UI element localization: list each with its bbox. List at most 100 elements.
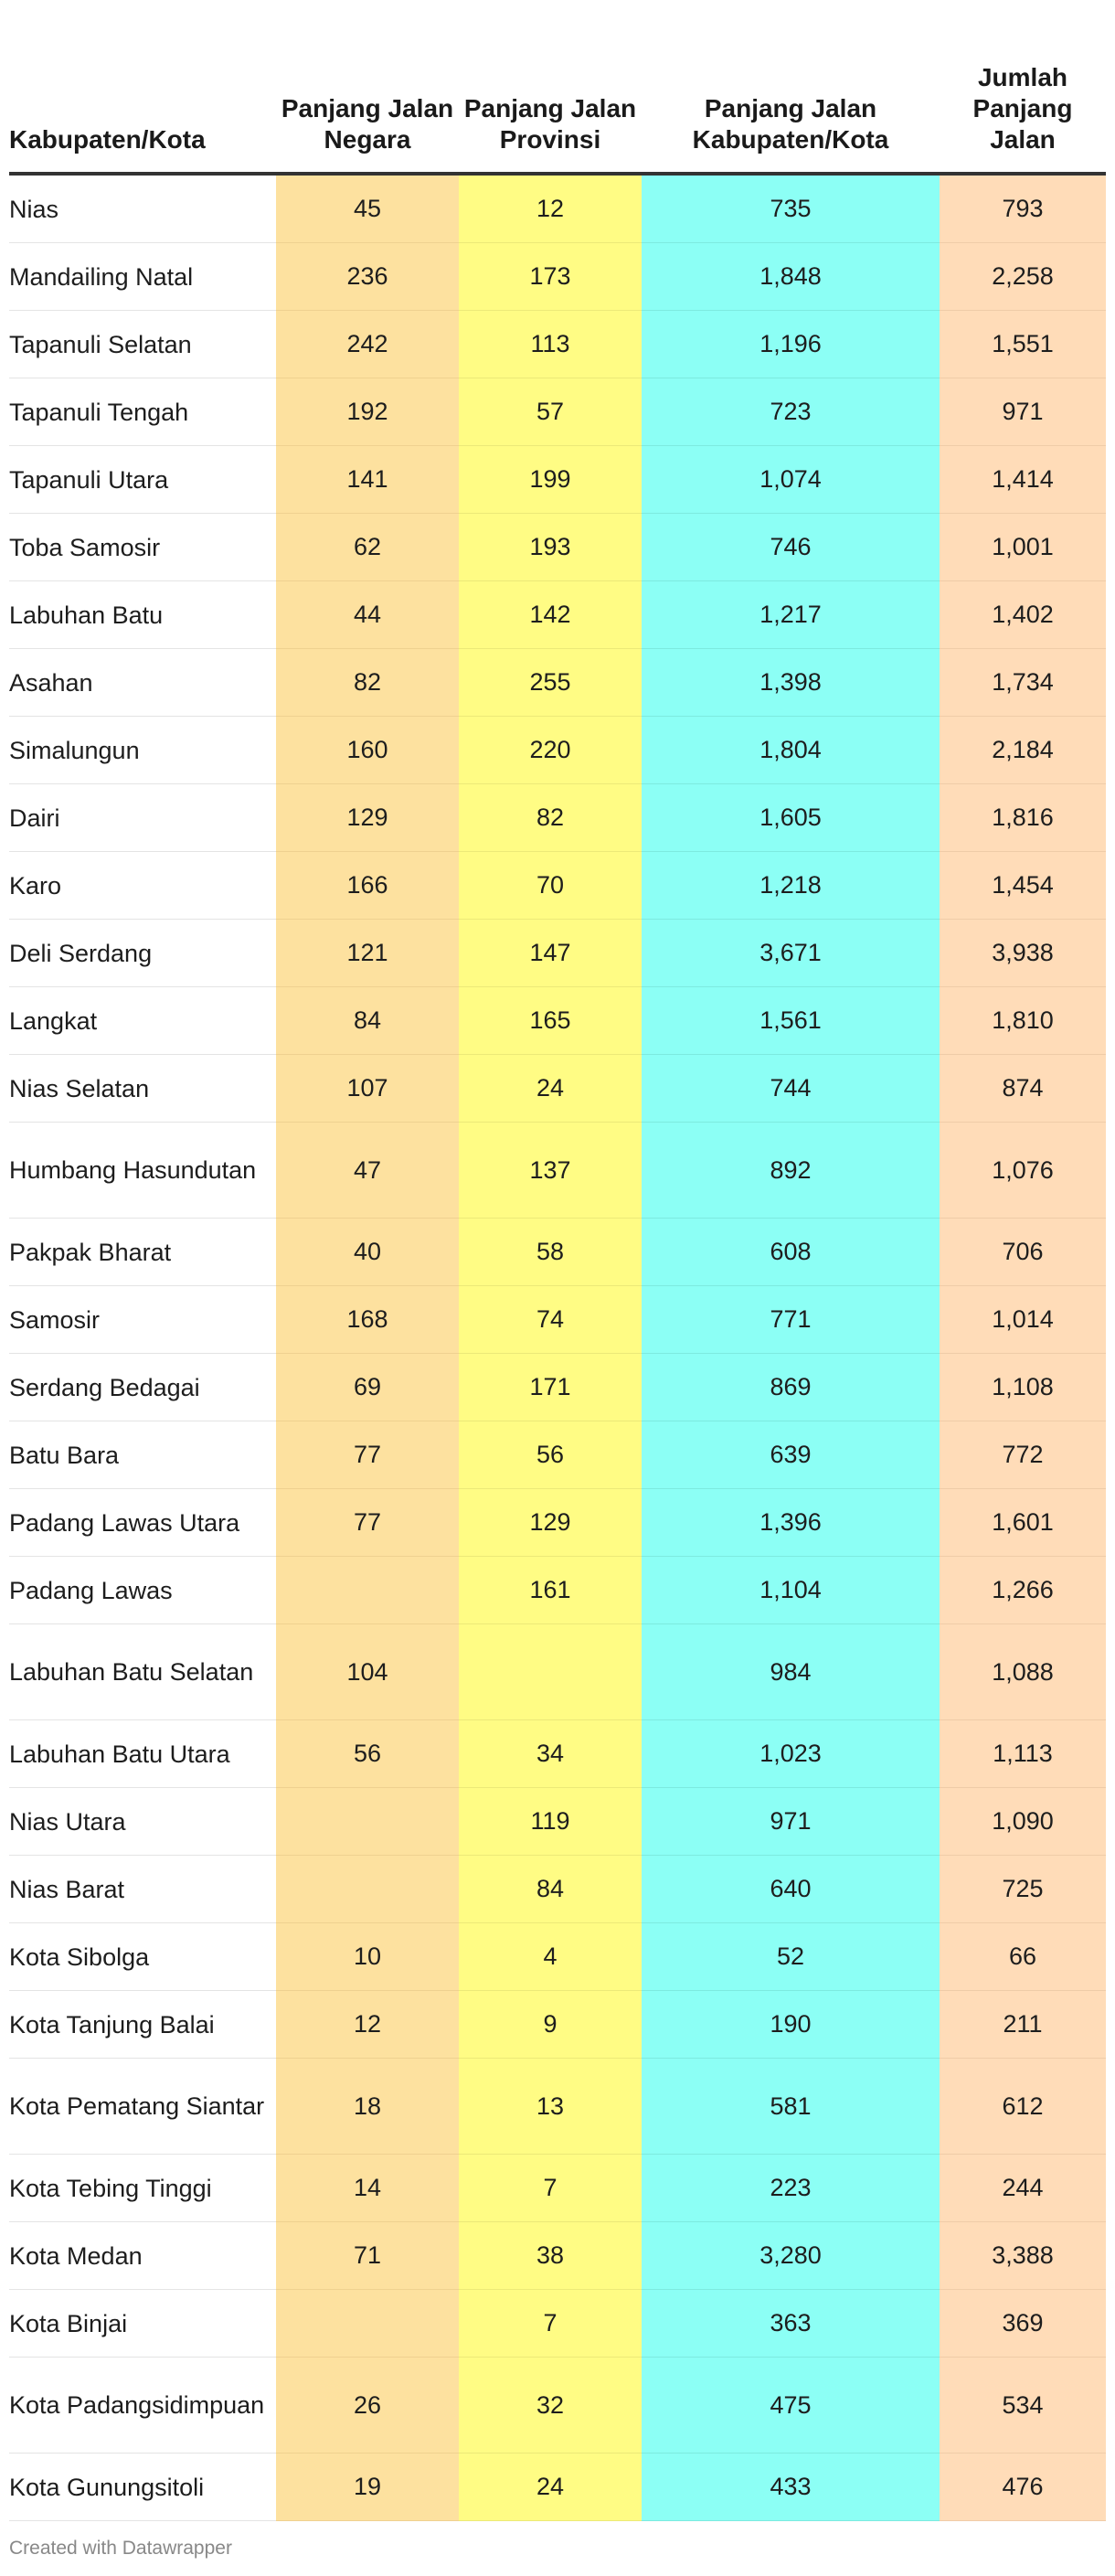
cell-jumlah: 1,810 — [940, 986, 1106, 1055]
cell-jalan-kabupaten-kota: 433 — [642, 2453, 940, 2521]
header-jalan-kabupaten-kota[interactable]: Panjang Jalan Kabupaten/Kota — [642, 29, 940, 176]
cell-jumlah: 1,113 — [940, 1719, 1106, 1788]
cell-jalan-kabupaten-kota: 52 — [642, 1922, 940, 1991]
header-row: Kabupaten/Kota Panjang Jalan Negara Panj… — [9, 29, 1106, 176]
table-row: Padang Lawas Utara 77 129 1,396 1,601 — [9, 1488, 1106, 1557]
cell-jalan-negara: 77 — [276, 1421, 459, 1489]
cell-jalan-negara: 26 — [276, 2357, 459, 2454]
cell-jumlah: 1,014 — [940, 1285, 1106, 1354]
cell-jalan-negara: 236 — [276, 242, 459, 311]
cell-jalan-kabupaten-kota: 735 — [642, 174, 940, 243]
cell-jalan-provinsi: 173 — [459, 242, 642, 311]
table-row: Kota Sibolga 10 4 52 66 — [9, 1922, 1106, 1991]
header-kabupaten-kota[interactable]: Kabupaten/Kota — [9, 29, 276, 176]
cell-jalan-kabupaten-kota: 640 — [642, 1855, 940, 1923]
row-name: Kota Padangsidimpuan — [9, 2357, 276, 2454]
cell-jalan-provinsi: 24 — [459, 2453, 642, 2521]
cell-jumlah: 476 — [940, 2453, 1106, 2521]
cell-jalan-provinsi: 7 — [459, 2289, 642, 2358]
cell-jalan-kabupaten-kota: 190 — [642, 1990, 940, 2059]
cell-jumlah: 2,258 — [940, 242, 1106, 311]
cell-jalan-negara: 45 — [276, 174, 459, 243]
table-row: Nias 45 12 735 793 — [9, 174, 1106, 243]
table-row: Labuhan Batu 44 142 1,217 1,402 — [9, 580, 1106, 649]
row-name: Nias Barat — [9, 1855, 276, 1923]
table-row: Dairi 129 82 1,605 1,816 — [9, 783, 1106, 852]
cell-jalan-kabupaten-kota: 1,104 — [642, 1556, 940, 1624]
row-name: Simalungun — [9, 716, 276, 784]
cell-jalan-kabupaten-kota: 1,196 — [642, 310, 940, 378]
cell-jumlah: 1,551 — [940, 310, 1106, 378]
cell-jumlah: 874 — [940, 1054, 1106, 1123]
cell-jumlah: 2,184 — [940, 716, 1106, 784]
row-name: Padang Lawas — [9, 1556, 276, 1624]
cell-jalan-provinsi: 7 — [459, 2154, 642, 2222]
cell-jalan-provinsi: 147 — [459, 919, 642, 987]
cell-jalan-kabupaten-kota: 892 — [642, 1122, 940, 1219]
cell-jalan-negara: 121 — [276, 919, 459, 987]
cell-jumlah: 534 — [940, 2357, 1106, 2454]
table-row: Asahan 82 255 1,398 1,734 — [9, 648, 1106, 717]
cell-jalan-kabupaten-kota: 1,396 — [642, 1488, 940, 1557]
cell-jalan-provinsi: 4 — [459, 1922, 642, 1991]
cell-jalan-provinsi: 113 — [459, 310, 642, 378]
header-jalan-provinsi[interactable]: Panjang Jalan Provinsi — [459, 29, 642, 176]
cell-jumlah: 1,734 — [940, 648, 1106, 717]
cell-jalan-kabupaten-kota: 475 — [642, 2357, 940, 2454]
cell-jumlah: 1,402 — [940, 580, 1106, 649]
cell-jalan-provinsi: 82 — [459, 783, 642, 852]
cell-jalan-negara: 12 — [276, 1990, 459, 2059]
table-row: Tapanuli Tengah 192 57 723 971 — [9, 378, 1106, 446]
row-name: Kota Tanjung Balai — [9, 1990, 276, 2059]
table-row: Kota Padangsidimpuan 26 32 475 534 — [9, 2357, 1106, 2454]
row-name: Labuhan Batu Utara — [9, 1719, 276, 1788]
cell-jumlah: 725 — [940, 1855, 1106, 1923]
table-row: Humbang Hasundutan 47 137 892 1,076 — [9, 1122, 1106, 1219]
cell-jumlah: 971 — [940, 378, 1106, 446]
header-jumlah-panjang-jalan[interactable]: Jumlah Panjang Jalan — [940, 29, 1106, 176]
cell-jalan-kabupaten-kota: 984 — [642, 1623, 940, 1720]
cell-jalan-provinsi: 24 — [459, 1054, 642, 1123]
cell-jumlah: 1,076 — [940, 1122, 1106, 1219]
cell-jalan-kabupaten-kota: 581 — [642, 2058, 940, 2155]
cell-jalan-kabupaten-kota: 639 — [642, 1421, 940, 1489]
table-row: Kota Medan 71 38 3,280 3,388 — [9, 2221, 1106, 2290]
cell-jumlah: 211 — [940, 1990, 1106, 2059]
cell-jumlah: 1,414 — [940, 445, 1106, 514]
cell-jalan-provinsi: 171 — [459, 1353, 642, 1421]
cell-jalan-negara — [276, 1855, 459, 1923]
row-name: Nias — [9, 174, 276, 243]
table-row: Labuhan Batu Selatan 104 984 1,088 — [9, 1623, 1106, 1720]
table-row: Karo 166 70 1,218 1,454 — [9, 851, 1106, 920]
cell-jalan-kabupaten-kota: 971 — [642, 1787, 940, 1856]
table-row: Langkat 84 165 1,561 1,810 — [9, 986, 1106, 1055]
cell-jalan-kabupaten-kota: 1,561 — [642, 986, 940, 1055]
cell-jalan-provinsi: 9 — [459, 1990, 642, 2059]
table-row: Kota Gunungsitoli 19 24 433 476 — [9, 2453, 1106, 2521]
row-name: Batu Bara — [9, 1421, 276, 1489]
cell-jalan-provinsi: 255 — [459, 648, 642, 717]
row-name: Pakpak Bharat — [9, 1218, 276, 1286]
table-row: Samosir 168 74 771 1,014 — [9, 1285, 1106, 1354]
cell-jalan-kabupaten-kota: 1,605 — [642, 783, 940, 852]
credit-footer[interactable]: Created with Datawrapper — [9, 2538, 232, 2559]
cell-jalan-negara — [276, 1556, 459, 1624]
cell-jalan-negara: 84 — [276, 986, 459, 1055]
cell-jumlah: 1,266 — [940, 1556, 1106, 1624]
cell-jumlah: 612 — [940, 2058, 1106, 2155]
row-name: Dairi — [9, 783, 276, 852]
cell-jumlah: 706 — [940, 1218, 1106, 1286]
header-jalan-negara[interactable]: Panjang Jalan Negara — [276, 29, 459, 176]
cell-jalan-kabupaten-kota: 608 — [642, 1218, 940, 1286]
cell-jalan-kabupaten-kota: 1,023 — [642, 1719, 940, 1788]
row-name: Labuhan Batu Selatan — [9, 1623, 276, 1720]
table-row: Padang Lawas 161 1,104 1,266 — [9, 1556, 1106, 1624]
cell-jalan-negara: 71 — [276, 2221, 459, 2290]
cell-jalan-provinsi: 137 — [459, 1122, 642, 1219]
row-name: Padang Lawas Utara — [9, 1488, 276, 1557]
row-name: Mandailing Natal — [9, 242, 276, 311]
table-row: Kota Tanjung Balai 12 9 190 211 — [9, 1990, 1106, 2059]
cell-jalan-negara: 47 — [276, 1122, 459, 1219]
cell-jumlah: 66 — [940, 1922, 1106, 1991]
